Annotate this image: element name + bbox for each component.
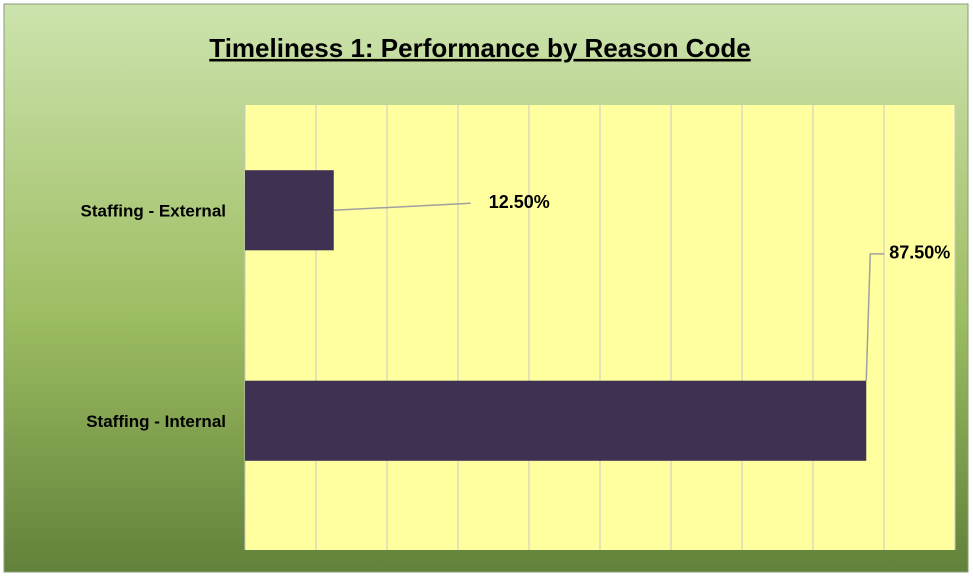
data-label: 12.50%	[489, 192, 550, 212]
data-label: 87.50%	[889, 243, 950, 263]
leader-line	[865, 253, 885, 381]
chart-title: Timeliness 1: Performance by Reason Code	[209, 33, 750, 63]
y-tick-label: Staffing - Internal	[86, 412, 226, 431]
y-tick-label: Staffing - External	[81, 202, 226, 221]
leader-line	[333, 202, 471, 211]
bar	[245, 380, 867, 461]
bar	[245, 170, 334, 251]
